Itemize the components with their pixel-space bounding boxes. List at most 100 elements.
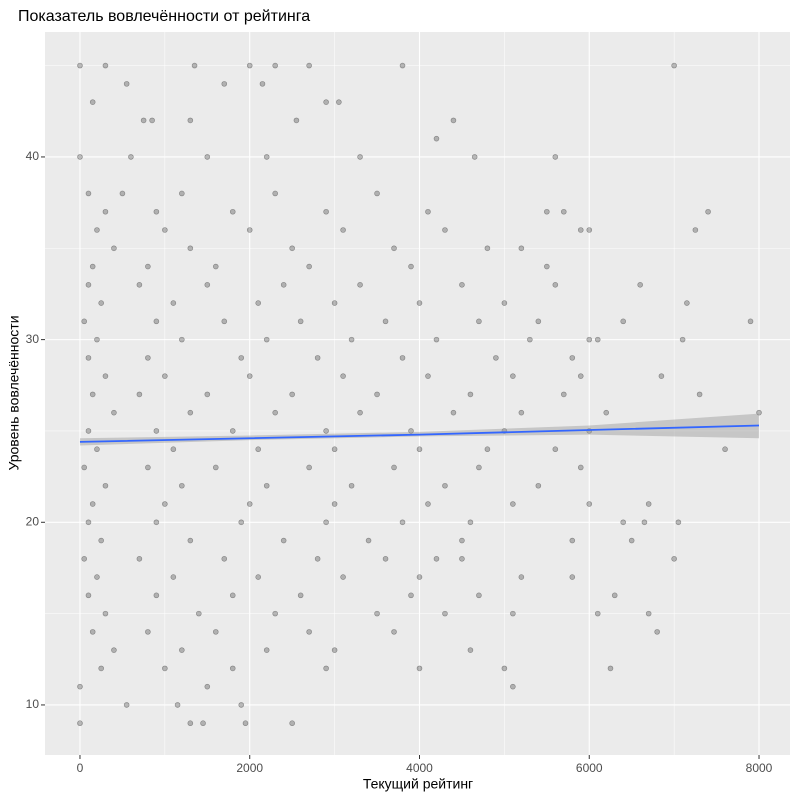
point — [238, 355, 245, 361]
point — [85, 282, 92, 288]
point — [102, 62, 109, 69]
x-axis-label: Текущий рейтинг — [363, 776, 473, 792]
point — [399, 62, 406, 69]
point — [637, 282, 643, 288]
point — [246, 501, 253, 507]
point — [696, 391, 703, 398]
point — [149, 117, 155, 124]
point — [153, 592, 160, 599]
point — [153, 318, 160, 325]
point — [399, 519, 406, 526]
point — [535, 482, 542, 489]
point — [459, 282, 465, 288]
point — [560, 208, 567, 215]
point — [119, 190, 126, 197]
point — [357, 282, 363, 288]
point — [98, 665, 104, 672]
point — [136, 391, 143, 398]
point — [684, 300, 690, 306]
point — [111, 409, 117, 416]
point — [306, 629, 312, 635]
point — [81, 556, 88, 562]
point — [331, 446, 338, 453]
point — [471, 154, 478, 160]
point — [705, 208, 711, 215]
point — [658, 373, 665, 379]
point — [569, 355, 576, 361]
point — [289, 245, 295, 252]
point — [162, 373, 168, 379]
point — [323, 665, 329, 672]
point — [196, 610, 202, 617]
point — [255, 446, 262, 453]
point — [416, 574, 423, 580]
point — [645, 610, 652, 617]
point — [77, 720, 83, 727]
point — [289, 720, 295, 727]
point — [577, 227, 584, 233]
point — [153, 519, 160, 526]
point — [242, 720, 249, 727]
point — [357, 154, 363, 160]
point — [594, 610, 601, 617]
point — [374, 610, 380, 617]
point — [671, 62, 677, 69]
point — [259, 81, 266, 87]
point — [577, 373, 584, 379]
point — [501, 300, 508, 306]
point — [191, 62, 198, 69]
point — [433, 556, 440, 562]
point — [85, 190, 92, 197]
point — [365, 537, 372, 544]
point — [297, 318, 304, 325]
point — [594, 336, 601, 343]
point — [102, 208, 109, 215]
point — [221, 81, 228, 87]
point — [255, 300, 262, 306]
point — [314, 355, 321, 361]
y-tick-label: 30 — [26, 332, 40, 346]
x-tick-label: 0 — [77, 761, 84, 775]
point — [263, 482, 270, 489]
point — [510, 610, 516, 617]
point — [162, 665, 168, 672]
point — [85, 428, 92, 434]
point — [510, 501, 516, 507]
point — [433, 336, 440, 343]
point — [586, 501, 593, 507]
point — [450, 117, 457, 124]
x-tick-label: 8000 — [746, 761, 773, 775]
point — [212, 629, 219, 635]
point — [187, 117, 194, 124]
point — [645, 501, 652, 507]
point — [77, 62, 83, 69]
y-tick-label: 20 — [26, 514, 40, 528]
point — [246, 62, 253, 69]
point — [331, 300, 338, 306]
point — [174, 702, 181, 708]
point — [272, 62, 278, 69]
point — [340, 373, 346, 379]
point — [620, 519, 627, 526]
point — [331, 647, 338, 653]
point — [263, 647, 270, 653]
point — [654, 629, 660, 635]
point — [102, 482, 109, 489]
point — [179, 482, 185, 489]
point — [162, 227, 168, 233]
point — [552, 154, 559, 160]
point — [81, 464, 88, 471]
point — [204, 391, 211, 398]
point — [569, 537, 576, 544]
point — [306, 62, 312, 69]
point — [128, 154, 134, 160]
point — [340, 227, 346, 233]
point — [297, 592, 304, 599]
point — [679, 336, 686, 343]
point — [628, 537, 635, 544]
point — [140, 117, 147, 124]
point — [94, 336, 100, 343]
point — [123, 81, 130, 87]
point — [692, 227, 699, 233]
